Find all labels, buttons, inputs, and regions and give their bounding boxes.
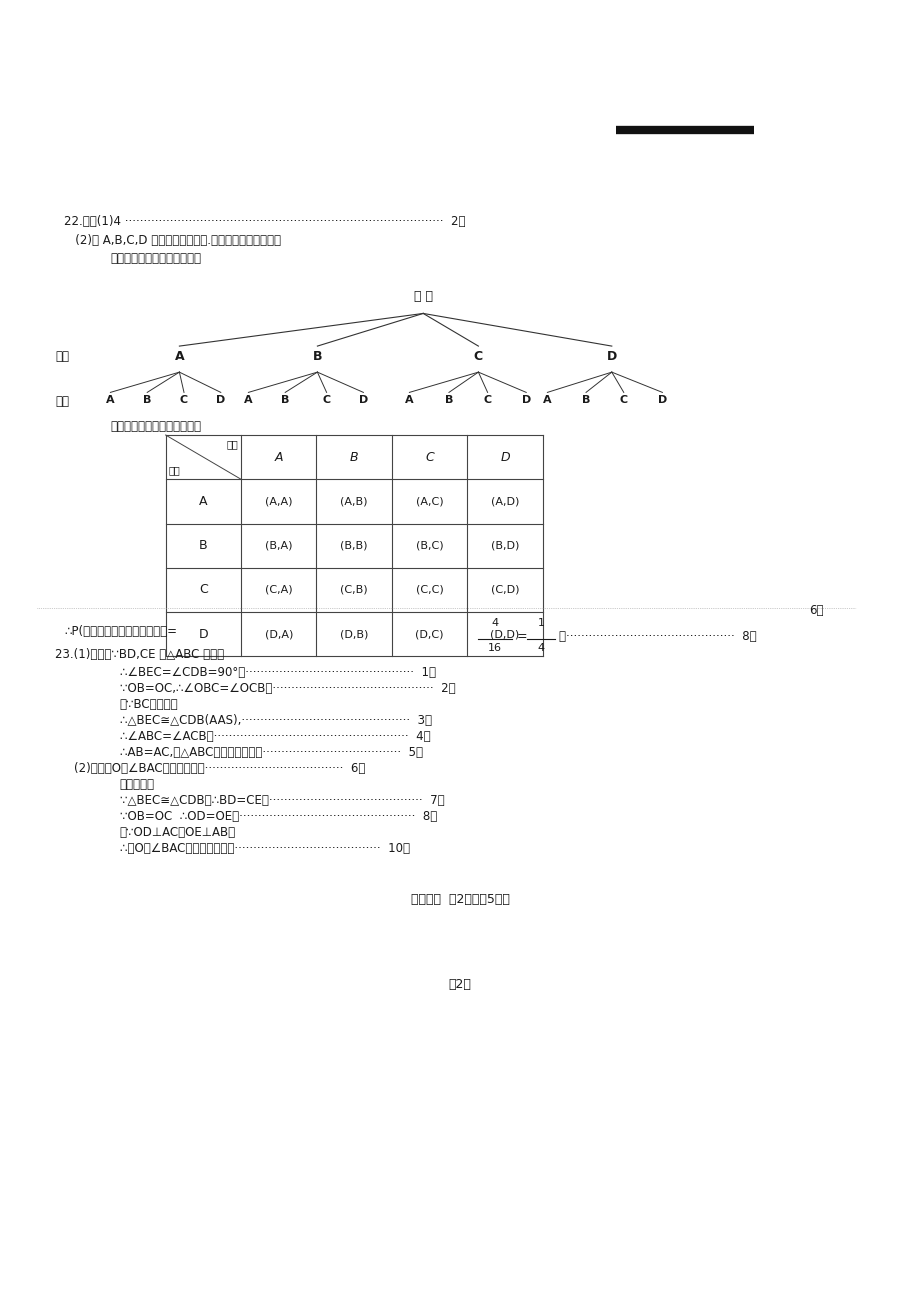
Text: 理由如下：: 理由如下： (119, 779, 154, 792)
Text: 小刚: 小刚 (226, 439, 238, 449)
Text: 又∵OD⊥AC，OE⊥AB，: 又∵OD⊥AC，OE⊥AB， (119, 825, 235, 838)
Text: (2)用 A,B,C,D 代表四种选择方案.（其他表示方法也可）: (2)用 A,B,C,D 代表四种选择方案.（其他表示方法也可） (64, 234, 281, 247)
Text: 小明: 小明 (55, 350, 69, 363)
Text: ∵△BEC≅△CDB，∴BD=CE，·········································  7分: ∵△BEC≅△CDB，∴BD=CE，······················… (119, 794, 444, 807)
Text: D: D (358, 395, 368, 405)
Text: B: B (444, 395, 453, 405)
Text: (C,A): (C,A) (265, 585, 292, 595)
Text: D: D (657, 395, 666, 405)
Text: C: C (473, 350, 482, 363)
Text: 16: 16 (487, 643, 502, 654)
Text: C: C (619, 395, 627, 405)
Text: B: B (581, 395, 590, 405)
Text: 又∵BC是公共边: 又∵BC是公共边 (119, 698, 178, 711)
Text: 22.解：(1)4 ······································································: 22.解：(1)4 ······························… (64, 215, 465, 228)
Text: (D,B): (D,B) (340, 629, 368, 639)
Text: C: C (323, 395, 330, 405)
Text: (A,A): (A,A) (265, 496, 292, 506)
Text: ∵OB=OC,∴∠OBC=∠OCB，···········································  2分: ∵OB=OC,∴∠OBC=∠OCB，······················… (119, 682, 455, 695)
Text: A: A (106, 395, 115, 405)
Text: ∴点O在∠BAC的角平分线上，·······································  10分: ∴点O在∠BAC的角平分线上，·························… (119, 842, 409, 855)
Text: =: = (516, 630, 528, 643)
Text: ，·············································  8分: ，·······································… (559, 630, 756, 643)
Text: A: A (404, 395, 414, 405)
Text: (C,D): (C,D) (491, 585, 518, 595)
Text: (2)解：点O在∠BAC的角平分线上·····································  6分: (2)解：点O在∠BAC的角平分线上······················… (74, 762, 365, 775)
Text: (D,D): (D,D) (490, 629, 519, 639)
Text: (B,D): (B,D) (491, 540, 518, 551)
Text: (A,D): (A,D) (491, 496, 518, 506)
Text: (D,C): (D,C) (415, 629, 443, 639)
Text: 解法一：用树状图分析如下：: 解法一：用树状图分析如下： (110, 253, 201, 266)
Text: B: B (349, 450, 358, 464)
Text: 1: 1 (537, 617, 544, 628)
Text: ∴△BEC≅△CDB(AAS),·············································  3分: ∴△BEC≅△CDB(AAS),························… (119, 713, 431, 727)
Text: D: D (606, 350, 617, 363)
Text: B: B (312, 350, 322, 363)
Text: C: C (199, 583, 208, 596)
Text: A: A (244, 395, 253, 405)
Text: B: B (280, 395, 289, 405)
Text: (B,C): (B,C) (415, 540, 443, 551)
Text: B: B (199, 539, 208, 552)
Text: 数学答案  第2页（共5页）: 数学答案 第2页（共5页） (410, 893, 509, 906)
Text: A: A (274, 450, 283, 464)
Text: B: B (142, 395, 152, 405)
Text: D: D (216, 395, 225, 405)
Text: 4: 4 (537, 643, 544, 654)
Text: C: C (180, 395, 187, 405)
Text: 4: 4 (491, 617, 498, 628)
Text: 解法二：用列表法分析如下：: 解法二：用列表法分析如下： (110, 421, 201, 434)
Text: C: C (425, 450, 434, 464)
Text: (B,B): (B,B) (340, 540, 368, 551)
Text: A: A (199, 495, 208, 508)
Text: (A,C): (A,C) (415, 496, 443, 506)
Text: A: A (542, 395, 551, 405)
Text: (C,C): (C,C) (415, 585, 443, 595)
Text: D: D (500, 450, 509, 464)
Text: 小刚: 小刚 (55, 395, 69, 408)
Text: 小明: 小明 (168, 465, 180, 475)
Text: 开 始: 开 始 (414, 290, 432, 303)
Text: (D,A): (D,A) (265, 629, 292, 639)
Text: ∴∠BEC=∠CDB=90°，·············································  1分: ∴∠BEC=∠CDB=90°，·························… (119, 667, 435, 680)
Text: 6分: 6分 (809, 604, 823, 617)
Text: ∴AB=AC,即△ABC是等腰三角形，·····································  5分: ∴AB=AC,即△ABC是等腰三角形，·····················… (119, 746, 422, 759)
Text: (B,A): (B,A) (265, 540, 292, 551)
Text: 第2页: 第2页 (448, 978, 471, 991)
Text: ∴∠ABC=∠ACB，····················································  4分: ∴∠ABC=∠ACB，·····························… (119, 730, 430, 743)
Text: ∵OB=OC  ∴OD=OE，···············································  8分: ∵OB=OC ∴OD=OE，··························… (119, 810, 437, 823)
Text: 23.(1)证明：∵BD,CE 是△ABC 的高，: 23.(1)证明：∵BD,CE 是△ABC 的高， (55, 648, 224, 661)
Text: C: C (483, 395, 491, 405)
Text: D: D (521, 395, 530, 405)
Text: (A,B): (A,B) (340, 496, 368, 506)
Text: (C,B): (C,B) (340, 585, 368, 595)
Text: D: D (199, 628, 208, 641)
Text: ∴P(小明与小刚选择同种方案）=: ∴P(小明与小刚选择同种方案）= (64, 625, 177, 638)
Text: A: A (175, 350, 184, 363)
